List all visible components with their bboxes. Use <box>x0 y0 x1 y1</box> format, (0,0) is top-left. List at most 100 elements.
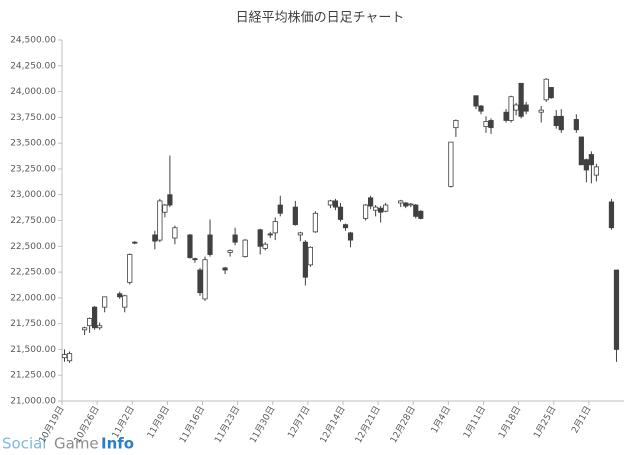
candle-body <box>277 204 283 214</box>
candle-body <box>167 194 173 206</box>
x-tick-label: 12月28日 <box>388 404 418 445</box>
candle-body <box>418 210 424 219</box>
candle-body <box>483 121 489 128</box>
candle-body <box>478 105 484 112</box>
y-tick-label: 21,750.00 <box>10 319 56 329</box>
candle-body <box>488 120 494 129</box>
x-tick-label: 1月4日 <box>429 404 453 435</box>
candle-body <box>207 234 213 255</box>
candle-body <box>262 243 268 249</box>
candle-body <box>362 204 369 219</box>
y-tick-label: 23,750.00 <box>10 113 56 123</box>
candle-body <box>86 318 93 327</box>
candle-body <box>267 233 273 236</box>
candle-body <box>222 267 228 271</box>
y-tick-label: 22,250.00 <box>10 268 56 278</box>
x-tick-label: 12月21日 <box>353 404 383 445</box>
candle-body <box>403 202 409 207</box>
candle-body <box>297 232 303 236</box>
candle-body <box>102 296 108 308</box>
candle-body <box>548 87 554 99</box>
candle-body <box>292 206 298 226</box>
candle-body <box>127 254 133 283</box>
candle-body <box>152 234 158 242</box>
candle-body <box>523 104 529 112</box>
y-tick-label: 21,250.00 <box>10 371 56 381</box>
y-tick-label: 22,500.00 <box>10 242 56 252</box>
candle-body <box>413 204 419 217</box>
candle-body <box>192 258 198 261</box>
y-tick-label: 23,250.00 <box>10 164 56 174</box>
candle-body <box>367 197 374 207</box>
candle-body <box>337 206 344 220</box>
candle-body <box>573 119 579 131</box>
candle-body <box>162 204 168 213</box>
candle-body <box>197 269 203 294</box>
candle-body <box>408 203 414 206</box>
candle-body <box>232 234 238 243</box>
candle-body <box>332 200 339 208</box>
x-tick-label: 11月16日 <box>177 404 207 445</box>
x-tick-label: 2月1日 <box>569 404 593 435</box>
candle-body <box>132 241 138 244</box>
candle-body <box>378 207 384 213</box>
candle-body <box>66 353 73 362</box>
candle-body <box>257 229 263 247</box>
candle-body <box>448 141 454 187</box>
y-tick-label: 23,500.00 <box>10 139 56 149</box>
candle-body <box>508 96 514 121</box>
candle-body <box>553 115 559 127</box>
candle-body <box>383 204 389 212</box>
candle-body <box>172 227 178 239</box>
candle-body <box>97 325 103 329</box>
candle-body <box>453 120 459 129</box>
candle-body <box>543 78 549 101</box>
candle-body <box>242 239 248 257</box>
candle-body <box>613 269 620 350</box>
x-tick-label: 12月7日 <box>286 404 313 440</box>
x-tick-label: 11月30日 <box>248 404 278 445</box>
y-tick-label: 21,500.00 <box>10 345 56 355</box>
candle-body <box>342 224 349 229</box>
watermark: Info <box>101 435 134 453</box>
candle-body <box>61 354 68 359</box>
x-tick-label: 11月23日 <box>212 404 242 445</box>
candle-body <box>588 154 594 166</box>
x-tick-label: 1月11日 <box>461 404 488 440</box>
candle-body <box>81 327 88 331</box>
candle-body <box>593 166 600 176</box>
candle-body <box>92 306 98 329</box>
candle-body <box>307 246 313 266</box>
y-tick-label: 22,750.00 <box>10 216 56 226</box>
candle-body <box>272 221 278 234</box>
candle-body <box>202 259 208 300</box>
candle-body <box>327 200 334 206</box>
candle-body <box>513 104 519 111</box>
x-tick-label: 12月14日 <box>318 404 348 445</box>
candle-body <box>538 109 544 113</box>
y-tick-label: 24,500.00 <box>10 36 56 46</box>
candle-body <box>227 250 233 253</box>
candle-body <box>312 212 319 233</box>
watermark: Game <box>54 435 99 453</box>
candle-body <box>518 82 524 117</box>
candle-body <box>558 115 564 131</box>
candle-body <box>503 111 509 121</box>
candle-body <box>157 200 163 241</box>
watermark: Social <box>2 435 46 453</box>
candle-body <box>578 136 584 166</box>
candle-body <box>373 206 379 211</box>
candle-body <box>117 293 123 298</box>
y-tick-label: 21,000.00 <box>10 397 56 407</box>
chart-title: 日経平均株価の日足チャート <box>236 11 405 26</box>
x-tick-label: 1月18日 <box>496 404 523 440</box>
candle-body <box>187 234 193 259</box>
y-tick-label: 24,000.00 <box>10 87 56 97</box>
candle-body <box>302 241 308 278</box>
candle-body <box>473 95 479 107</box>
candle-body <box>347 232 354 241</box>
candle-body <box>398 200 404 204</box>
candle-body <box>122 295 128 308</box>
y-tick-label: 24,250.00 <box>10 61 56 71</box>
